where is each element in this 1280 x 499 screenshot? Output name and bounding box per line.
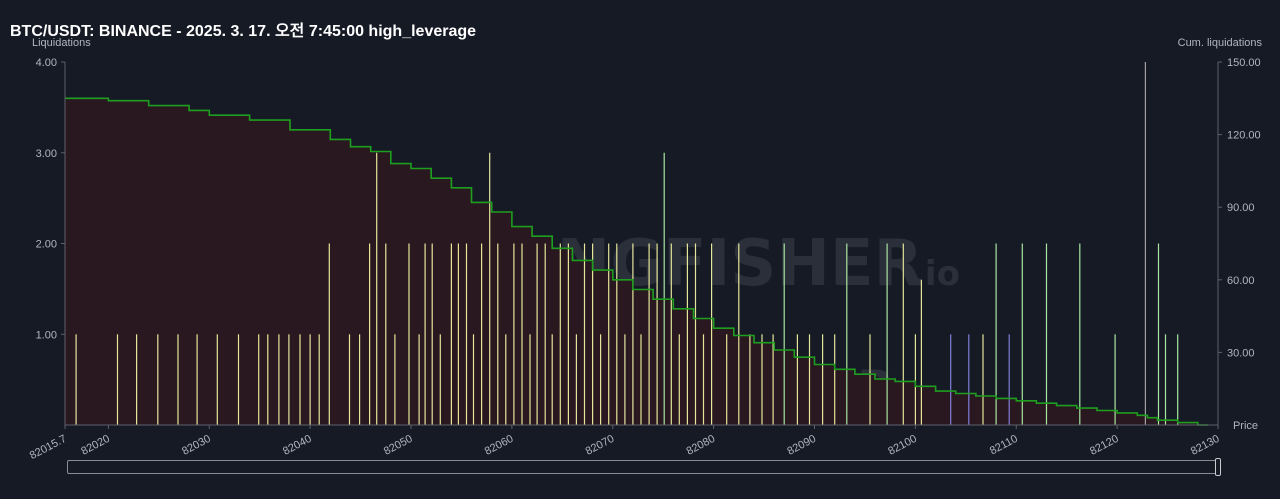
liquidation-bars — [75, 62, 1179, 425]
chart-title: BTC/USDT: BINANCE - 2025. 3. 17. 오전 7:45… — [10, 23, 477, 40]
y2-ticks: 30.00 60.00 90.00 120.00 150.00 — [1218, 57, 1261, 359]
y2-tick-label: 60.00 — [1227, 275, 1255, 287]
x-tick-label: 82020 — [79, 433, 112, 458]
y2-axis-label: Cum. liquidations — [1178, 37, 1263, 49]
watermark-suffix-1: .io — [912, 254, 960, 294]
x-tick-label: 82120 — [1088, 433, 1121, 458]
scrollbar-handle[interactable] — [1215, 458, 1221, 476]
y-tick-label: 4.00 — [36, 57, 57, 69]
y2-tick-label: 150.00 — [1227, 57, 1261, 69]
y-tick-label: 1.00 — [36, 329, 57, 341]
y2-tick-label: 120.00 — [1227, 130, 1261, 142]
y-axis-label: Liquidations — [32, 37, 91, 49]
x-tick-label: 82090 — [785, 433, 818, 458]
x-tick-label: 82060 — [483, 433, 516, 458]
cumulative-line — [65, 97, 1208, 426]
x-tick-label: 82110 — [988, 433, 1020, 458]
x-tick-label: 82015.7 — [28, 433, 69, 462]
x-tick-label: 82130 — [1189, 433, 1222, 458]
axes: Liquidations Cum. liquidations Price — [32, 37, 1262, 432]
x-tick-label: 82080 — [685, 433, 718, 458]
chart-scrollbar[interactable] — [67, 460, 1217, 474]
y2-tick-label: 90.00 — [1227, 202, 1255, 214]
x-tick-label: 82070 — [584, 433, 617, 458]
x-tick-label: 82040 — [281, 433, 314, 458]
y-tick-label: 2.00 — [36, 239, 57, 251]
x-tick-label: 82030 — [180, 433, 213, 458]
cumulative-area — [65, 98, 1208, 426]
x-tick-label: 82100 — [886, 433, 919, 458]
x-ticks: 82015.7 82020 82030 82040 82050 82060 82070 820… — [28, 425, 1222, 462]
x-axis-label: Price — [1233, 420, 1258, 432]
y-ticks: 1.00 2.00 3.00 4.00 — [36, 57, 65, 341]
y-tick-label: 3.00 — [36, 148, 57, 160]
x-tick-label: 82050 — [382, 433, 415, 458]
y2-tick-label: 30.00 — [1227, 347, 1255, 359]
